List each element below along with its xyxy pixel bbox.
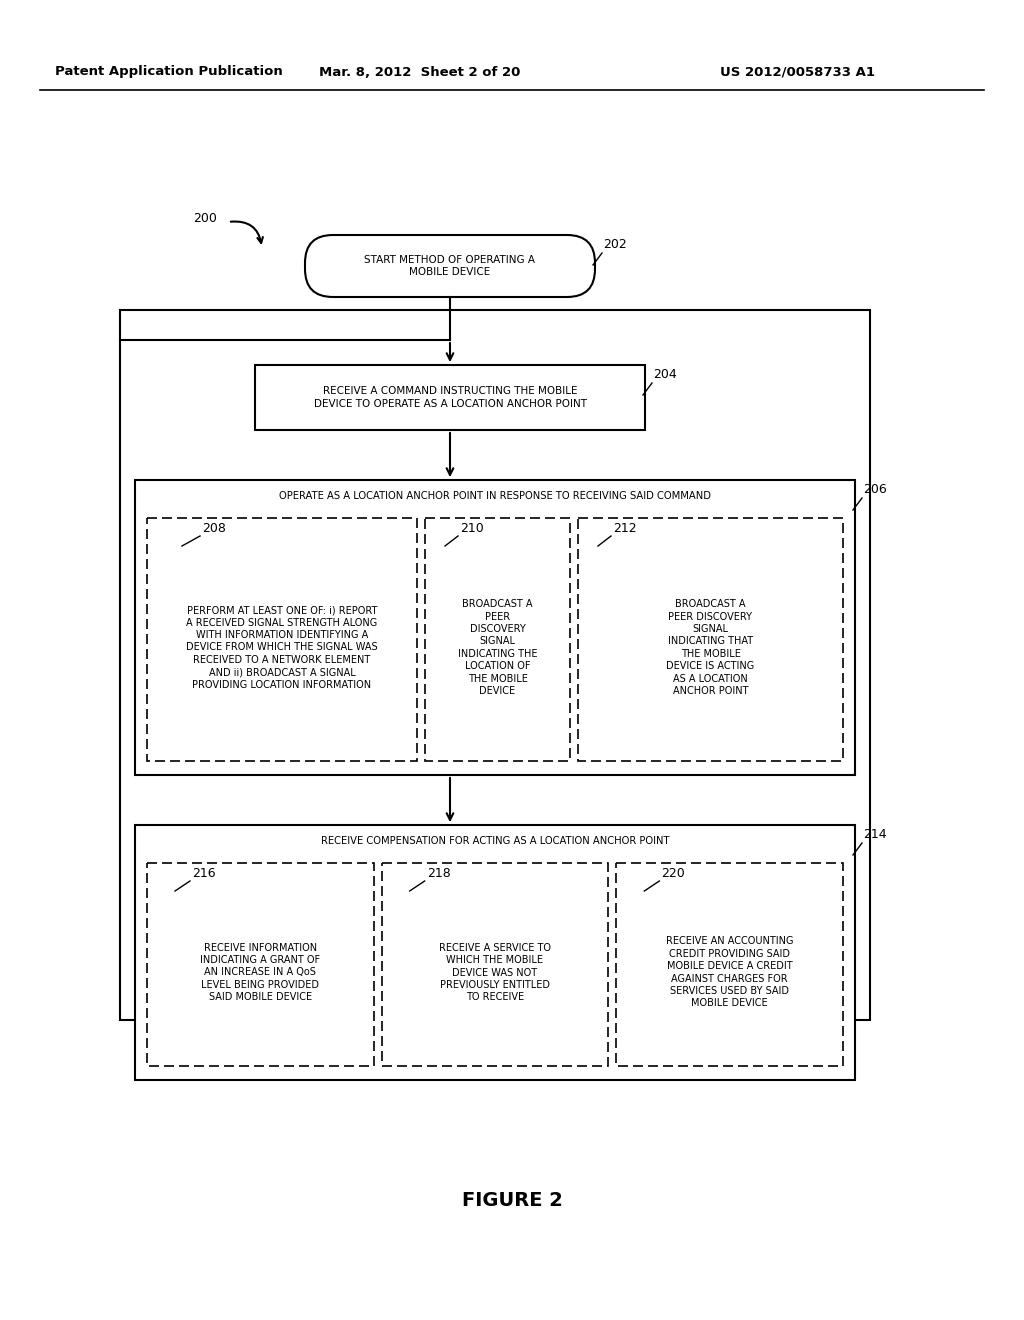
FancyBboxPatch shape	[120, 310, 870, 1020]
FancyBboxPatch shape	[147, 517, 417, 762]
Text: Patent Application Publication: Patent Application Publication	[55, 66, 283, 78]
FancyBboxPatch shape	[382, 863, 608, 1067]
Text: START METHOD OF OPERATING A
MOBILE DEVICE: START METHOD OF OPERATING A MOBILE DEVIC…	[365, 255, 536, 277]
Text: RECEIVE A COMMAND INSTRUCTING THE MOBILE
DEVICE TO OPERATE AS A LOCATION ANCHOR : RECEIVE A COMMAND INSTRUCTING THE MOBILE…	[313, 387, 587, 409]
Text: 212: 212	[613, 521, 637, 535]
Text: BROADCAST A
PEER
DISCOVERY
SIGNAL
INDICATING THE
LOCATION OF
THE MOBILE
DEVICE: BROADCAST A PEER DISCOVERY SIGNAL INDICA…	[458, 599, 538, 696]
Text: 208: 208	[202, 521, 226, 535]
FancyBboxPatch shape	[135, 825, 855, 1080]
FancyBboxPatch shape	[147, 863, 374, 1067]
Text: 214: 214	[863, 828, 887, 841]
Text: PERFORM AT LEAST ONE OF: i) REPORT
A RECEIVED SIGNAL STRENGTH ALONG
WITH INFORMA: PERFORM AT LEAST ONE OF: i) REPORT A REC…	[186, 606, 378, 689]
FancyBboxPatch shape	[135, 480, 855, 775]
Text: RECEIVE INFORMATION
INDICATING A GRANT OF
AN INCREASE IN A QoS
LEVEL BEING PROVI: RECEIVE INFORMATION INDICATING A GRANT O…	[201, 942, 321, 1002]
Text: US 2012/0058733 A1: US 2012/0058733 A1	[720, 66, 874, 78]
Text: FIGURE 2: FIGURE 2	[462, 1191, 562, 1209]
FancyBboxPatch shape	[616, 863, 843, 1067]
Text: Mar. 8, 2012  Sheet 2 of 20: Mar. 8, 2012 Sheet 2 of 20	[319, 66, 520, 78]
FancyBboxPatch shape	[305, 235, 595, 297]
FancyBboxPatch shape	[578, 517, 843, 762]
FancyBboxPatch shape	[255, 366, 645, 430]
Text: 202: 202	[603, 238, 627, 251]
Text: RECEIVE A SERVICE TO
WHICH THE MOBILE
DEVICE WAS NOT
PREVIOUSLY ENTITLED
TO RECE: RECEIVE A SERVICE TO WHICH THE MOBILE DE…	[439, 942, 551, 1002]
Text: 204: 204	[653, 368, 677, 381]
Text: 220: 220	[662, 867, 685, 880]
Text: 200: 200	[193, 211, 217, 224]
FancyBboxPatch shape	[425, 517, 570, 762]
Text: BROADCAST A
PEER DISCOVERY
SIGNAL
INDICATING THAT
THE MOBILE
DEVICE IS ACTING
AS: BROADCAST A PEER DISCOVERY SIGNAL INDICA…	[667, 599, 755, 696]
Text: 206: 206	[863, 483, 887, 496]
Text: RECEIVE COMPENSATION FOR ACTING AS A LOCATION ANCHOR POINT: RECEIVE COMPENSATION FOR ACTING AS A LOC…	[321, 836, 670, 846]
Text: OPERATE AS A LOCATION ANCHOR POINT IN RESPONSE TO RECEIVING SAID COMMAND: OPERATE AS A LOCATION ANCHOR POINT IN RE…	[279, 491, 711, 502]
Text: RECEIVE AN ACCOUNTING
CREDIT PROVIDING SAID
MOBILE DEVICE A CREDIT
AGAINST CHARG: RECEIVE AN ACCOUNTING CREDIT PROVIDING S…	[666, 936, 794, 1008]
Text: 210: 210	[460, 521, 483, 535]
Text: 218: 218	[427, 867, 451, 880]
Text: 216: 216	[193, 867, 216, 880]
